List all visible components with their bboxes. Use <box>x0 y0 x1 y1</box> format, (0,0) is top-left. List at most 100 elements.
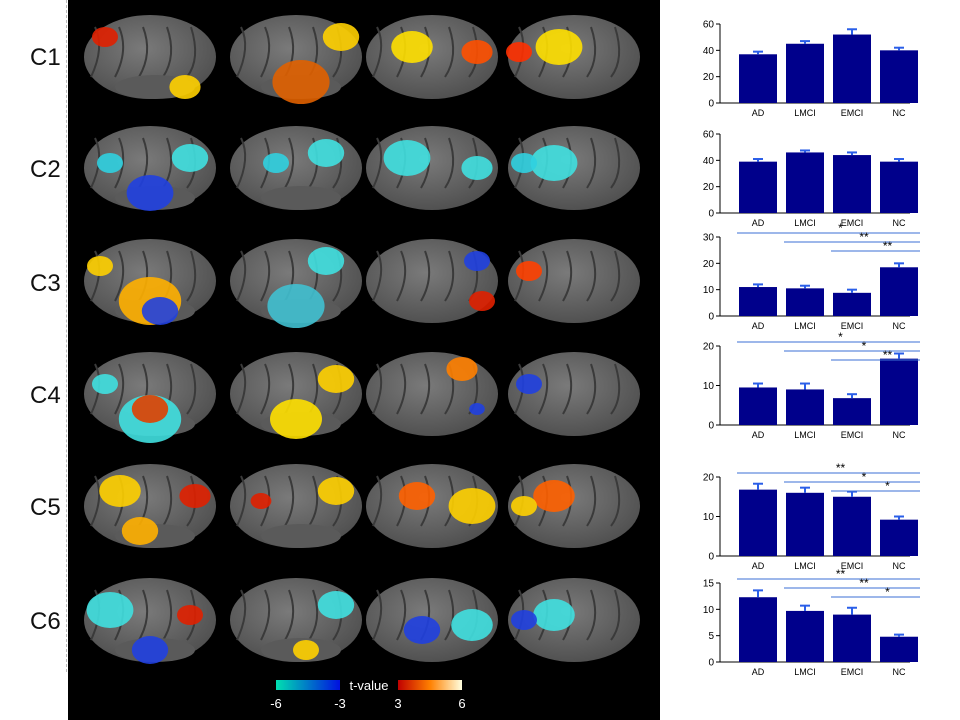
colorbar-tick-neg6: -6 <box>270 696 282 711</box>
row-label-c3: C3 <box>30 270 61 297</box>
y-tick-label: 0 <box>708 421 714 432</box>
brain-surface <box>366 352 498 436</box>
brain-surface <box>84 239 216 325</box>
colorbar-positive <box>398 680 462 690</box>
category-label: LMCI <box>794 108 816 118</box>
brain-surface <box>366 464 498 548</box>
y-tick-label: 0 <box>708 99 714 110</box>
y-tick-label: 40 <box>703 156 715 167</box>
bar-lmci <box>786 389 824 425</box>
y-tick-label: 60 <box>703 20 715 31</box>
category-label: AD <box>752 218 765 228</box>
y-tick-label: 20 <box>703 473 715 484</box>
brain-surface <box>508 239 640 323</box>
category-label: NC <box>893 108 906 118</box>
bar-nc <box>880 358 918 425</box>
brain-maps-panel: t-value -6 -3 3 6 <box>68 0 660 720</box>
category-label: LMCI <box>794 218 816 228</box>
brain-surface <box>230 15 362 104</box>
category-label: AD <box>752 561 765 571</box>
bar-emci <box>833 292 871 316</box>
category-label: NC <box>893 321 906 331</box>
bar-lmci <box>786 492 824 556</box>
row-label-c1: C1 <box>30 44 61 71</box>
bar-ad <box>739 597 777 662</box>
brain-surface <box>366 15 498 99</box>
colorbar-tick-6: 6 <box>458 696 465 711</box>
y-tick-label: 20 <box>703 182 715 193</box>
bar-emci <box>833 496 871 556</box>
significance-star: ** <box>859 230 869 244</box>
category-label: EMCI <box>841 108 864 118</box>
brain-surface <box>84 126 216 211</box>
category-label: AD <box>752 321 765 331</box>
brain-surface <box>84 464 216 548</box>
category-label: AD <box>752 667 765 677</box>
category-label: EMCI <box>841 218 864 228</box>
colorbar-tick-neg3: -3 <box>334 696 346 711</box>
y-tick-label: 40 <box>703 46 715 57</box>
bar-emci <box>833 614 871 662</box>
y-tick-label: 5 <box>708 631 714 642</box>
bar-ad <box>739 161 777 213</box>
significance-star: * <box>838 221 843 235</box>
significance-star: * <box>885 479 890 493</box>
colorbar-negative <box>276 680 340 690</box>
significance-star: ** <box>836 461 846 475</box>
category-label: NC <box>893 667 906 677</box>
panel-divider <box>66 0 67 672</box>
brain-surface <box>230 464 362 548</box>
y-tick-label: 20 <box>703 259 715 270</box>
bar-ad <box>739 489 777 556</box>
brain-surface <box>230 126 362 210</box>
category-label: EMCI <box>841 321 864 331</box>
y-tick-label: 10 <box>703 285 715 296</box>
bar-lmci <box>786 152 824 213</box>
bar-nc <box>880 161 918 213</box>
significance-star: * <box>862 470 867 484</box>
colorbar-title: t-value <box>349 678 388 693</box>
category-label: NC <box>893 218 906 228</box>
y-tick-label: 0 <box>708 209 714 220</box>
brain-surface <box>506 15 640 99</box>
bar-lmci <box>786 610 824 662</box>
bar-charts-svg: 0 20 40 60 AD LMCI EMCI NC 0 20 40 60 AD LMCI EMCI NC 0 1… <box>703 20 920 677</box>
brain-surface <box>508 352 640 436</box>
row-label-c6: C6 <box>30 608 61 635</box>
y-tick-label: 0 <box>708 312 714 323</box>
row-label-c2: C2 <box>30 156 61 183</box>
y-tick-label: 30 <box>703 233 715 244</box>
significance-star: ** <box>859 576 869 590</box>
y-tick-label: 60 <box>703 130 715 141</box>
brain-surface <box>230 239 362 328</box>
colorbar: t-value -6 -3 3 6 <box>270 678 465 711</box>
category-label: LMCI <box>794 321 816 331</box>
y-tick-label: 10 <box>703 512 715 523</box>
category-label: NC <box>893 430 906 440</box>
significance-star: ** <box>836 567 846 581</box>
y-tick-label: 15 <box>703 579 715 590</box>
y-tick-label: 10 <box>703 605 715 616</box>
bar-chart-2: 0 20 40 60 AD LMCI EMCI NC <box>703 130 918 228</box>
bar-chart-1: 0 20 40 60 AD LMCI EMCI NC <box>703 20 918 118</box>
bar-nc <box>880 50 918 103</box>
bar-emci <box>833 34 871 103</box>
brain-maps-svg: t-value -6 -3 3 6 <box>84 15 640 711</box>
category-label: EMCI <box>841 430 864 440</box>
bar-ad <box>739 54 777 103</box>
y-tick-label: 20 <box>703 72 715 83</box>
bar-nc <box>880 519 918 556</box>
category-label: LMCI <box>794 667 816 677</box>
brain-surface <box>508 464 640 548</box>
row-labels: C1 C2 C3 C4 C5 C6 <box>0 0 68 720</box>
y-tick-label: 20 <box>703 342 715 353</box>
category-label: AD <box>752 430 765 440</box>
y-tick-label: 0 <box>708 552 714 563</box>
bar-nc <box>880 636 918 662</box>
significance-star: ** <box>883 239 893 253</box>
significance-star: * <box>862 339 867 353</box>
